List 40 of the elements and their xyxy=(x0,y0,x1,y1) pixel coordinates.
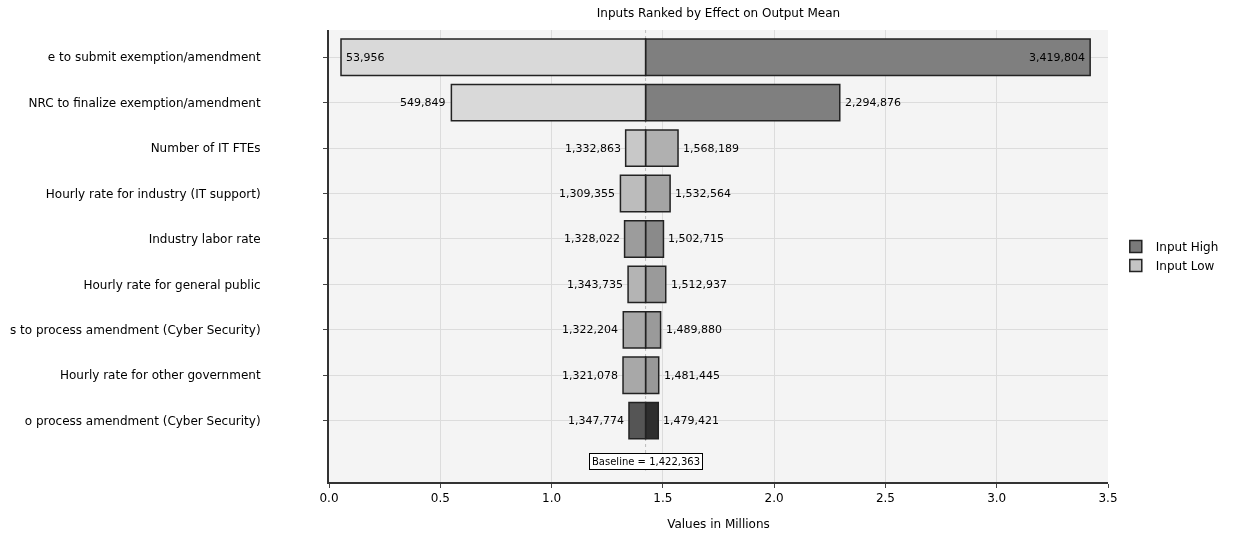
y-tick-label: Industry labor rate xyxy=(148,232,261,247)
annotation: 1,512,937 xyxy=(671,278,727,291)
annotation: 1,532,564 xyxy=(675,187,731,200)
annotation: 53,956 xyxy=(346,51,385,64)
y-tick-label: Hourly rate for industry (IT support) xyxy=(45,186,261,201)
annotation: 1,502,715 xyxy=(668,232,724,245)
legend-label: Input High xyxy=(1155,240,1219,255)
y-tick-label: NRC to finalize exemption/amendment xyxy=(28,95,261,110)
annotation: 1,322,204 xyxy=(562,323,618,336)
x-tick-label: 2.5 xyxy=(875,491,895,506)
y-tick-label: s to process amendment (Cyber Security) xyxy=(10,323,261,338)
annotation: 1,489,880 xyxy=(666,323,722,336)
y-tick-label: Number of IT FTEs xyxy=(150,141,261,156)
annotation: 1,568,189 xyxy=(683,142,739,155)
annotation: 2,294,876 xyxy=(845,96,901,109)
chart-title: Inputs Ranked by Effect on Output Mean xyxy=(596,5,841,20)
legend-label: Input Low xyxy=(1155,259,1215,274)
x-tick-label: 3.0 xyxy=(987,491,1007,506)
annotation: 1,332,863 xyxy=(565,142,621,155)
x-axis-title: Values in Millions xyxy=(667,516,770,531)
annotation: 1,347,774 xyxy=(568,414,624,427)
x-tick-label: 0.5 xyxy=(430,491,450,506)
y-tick-label: o process amendment (Cyber Security) xyxy=(24,413,261,428)
annotation: 1,309,355 xyxy=(559,187,615,200)
annotation: 3,419,804 xyxy=(1029,51,1085,64)
x-tick-label: 0.0 xyxy=(319,491,339,506)
y-tick-label: Hourly rate for other government xyxy=(59,368,261,383)
annotation: 1,481,445 xyxy=(664,369,720,382)
annotation: 1,321,078 xyxy=(562,369,618,382)
x-tick-label: 1.0 xyxy=(542,491,562,506)
annotation: 549,849 xyxy=(400,96,446,109)
x-tick-label: 1.5 xyxy=(653,491,673,506)
x-tick-label: 2.0 xyxy=(764,491,784,506)
x-tick-label: 3.5 xyxy=(1098,491,1118,506)
y-tick-label: Hourly rate for general public xyxy=(83,277,261,292)
annotation: 1,328,022 xyxy=(564,232,620,245)
annotation: 1,479,421 xyxy=(663,414,719,427)
annotation: 1,343,735 xyxy=(567,278,623,291)
ref-line-label: Baseline = 1,422,363 xyxy=(592,456,701,467)
y-tick-label: e to submit exemption/amendment xyxy=(47,50,261,65)
